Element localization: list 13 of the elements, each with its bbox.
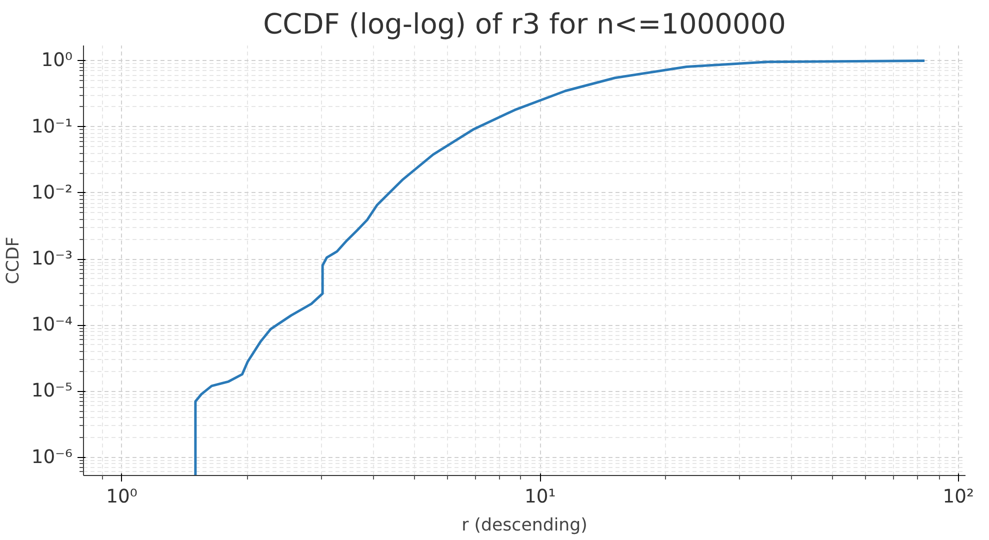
y-tick-label: 10⁻³ — [31, 248, 73, 270]
y-tick-label: 10⁻⁴ — [31, 314, 73, 336]
y-tick-label: 10⁰ — [41, 50, 72, 72]
chart-title: CCDF (log-log) of r3 for n<=1000000 — [263, 8, 786, 40]
y-tick-label: 10⁻² — [31, 182, 73, 204]
x-tick-label: 10¹ — [524, 486, 556, 508]
y-axis-title: CCDF — [3, 236, 24, 284]
x-tick-label: 10² — [942, 486, 974, 508]
x-tick-label: 10⁰ — [106, 486, 138, 508]
x-axis-title: r (descending) — [462, 516, 588, 536]
y-tick-label: 10⁻⁶ — [31, 446, 73, 468]
y-tick-label: 10⁻⁵ — [31, 380, 73, 402]
y-tick-label: 10⁻¹ — [31, 116, 73, 138]
